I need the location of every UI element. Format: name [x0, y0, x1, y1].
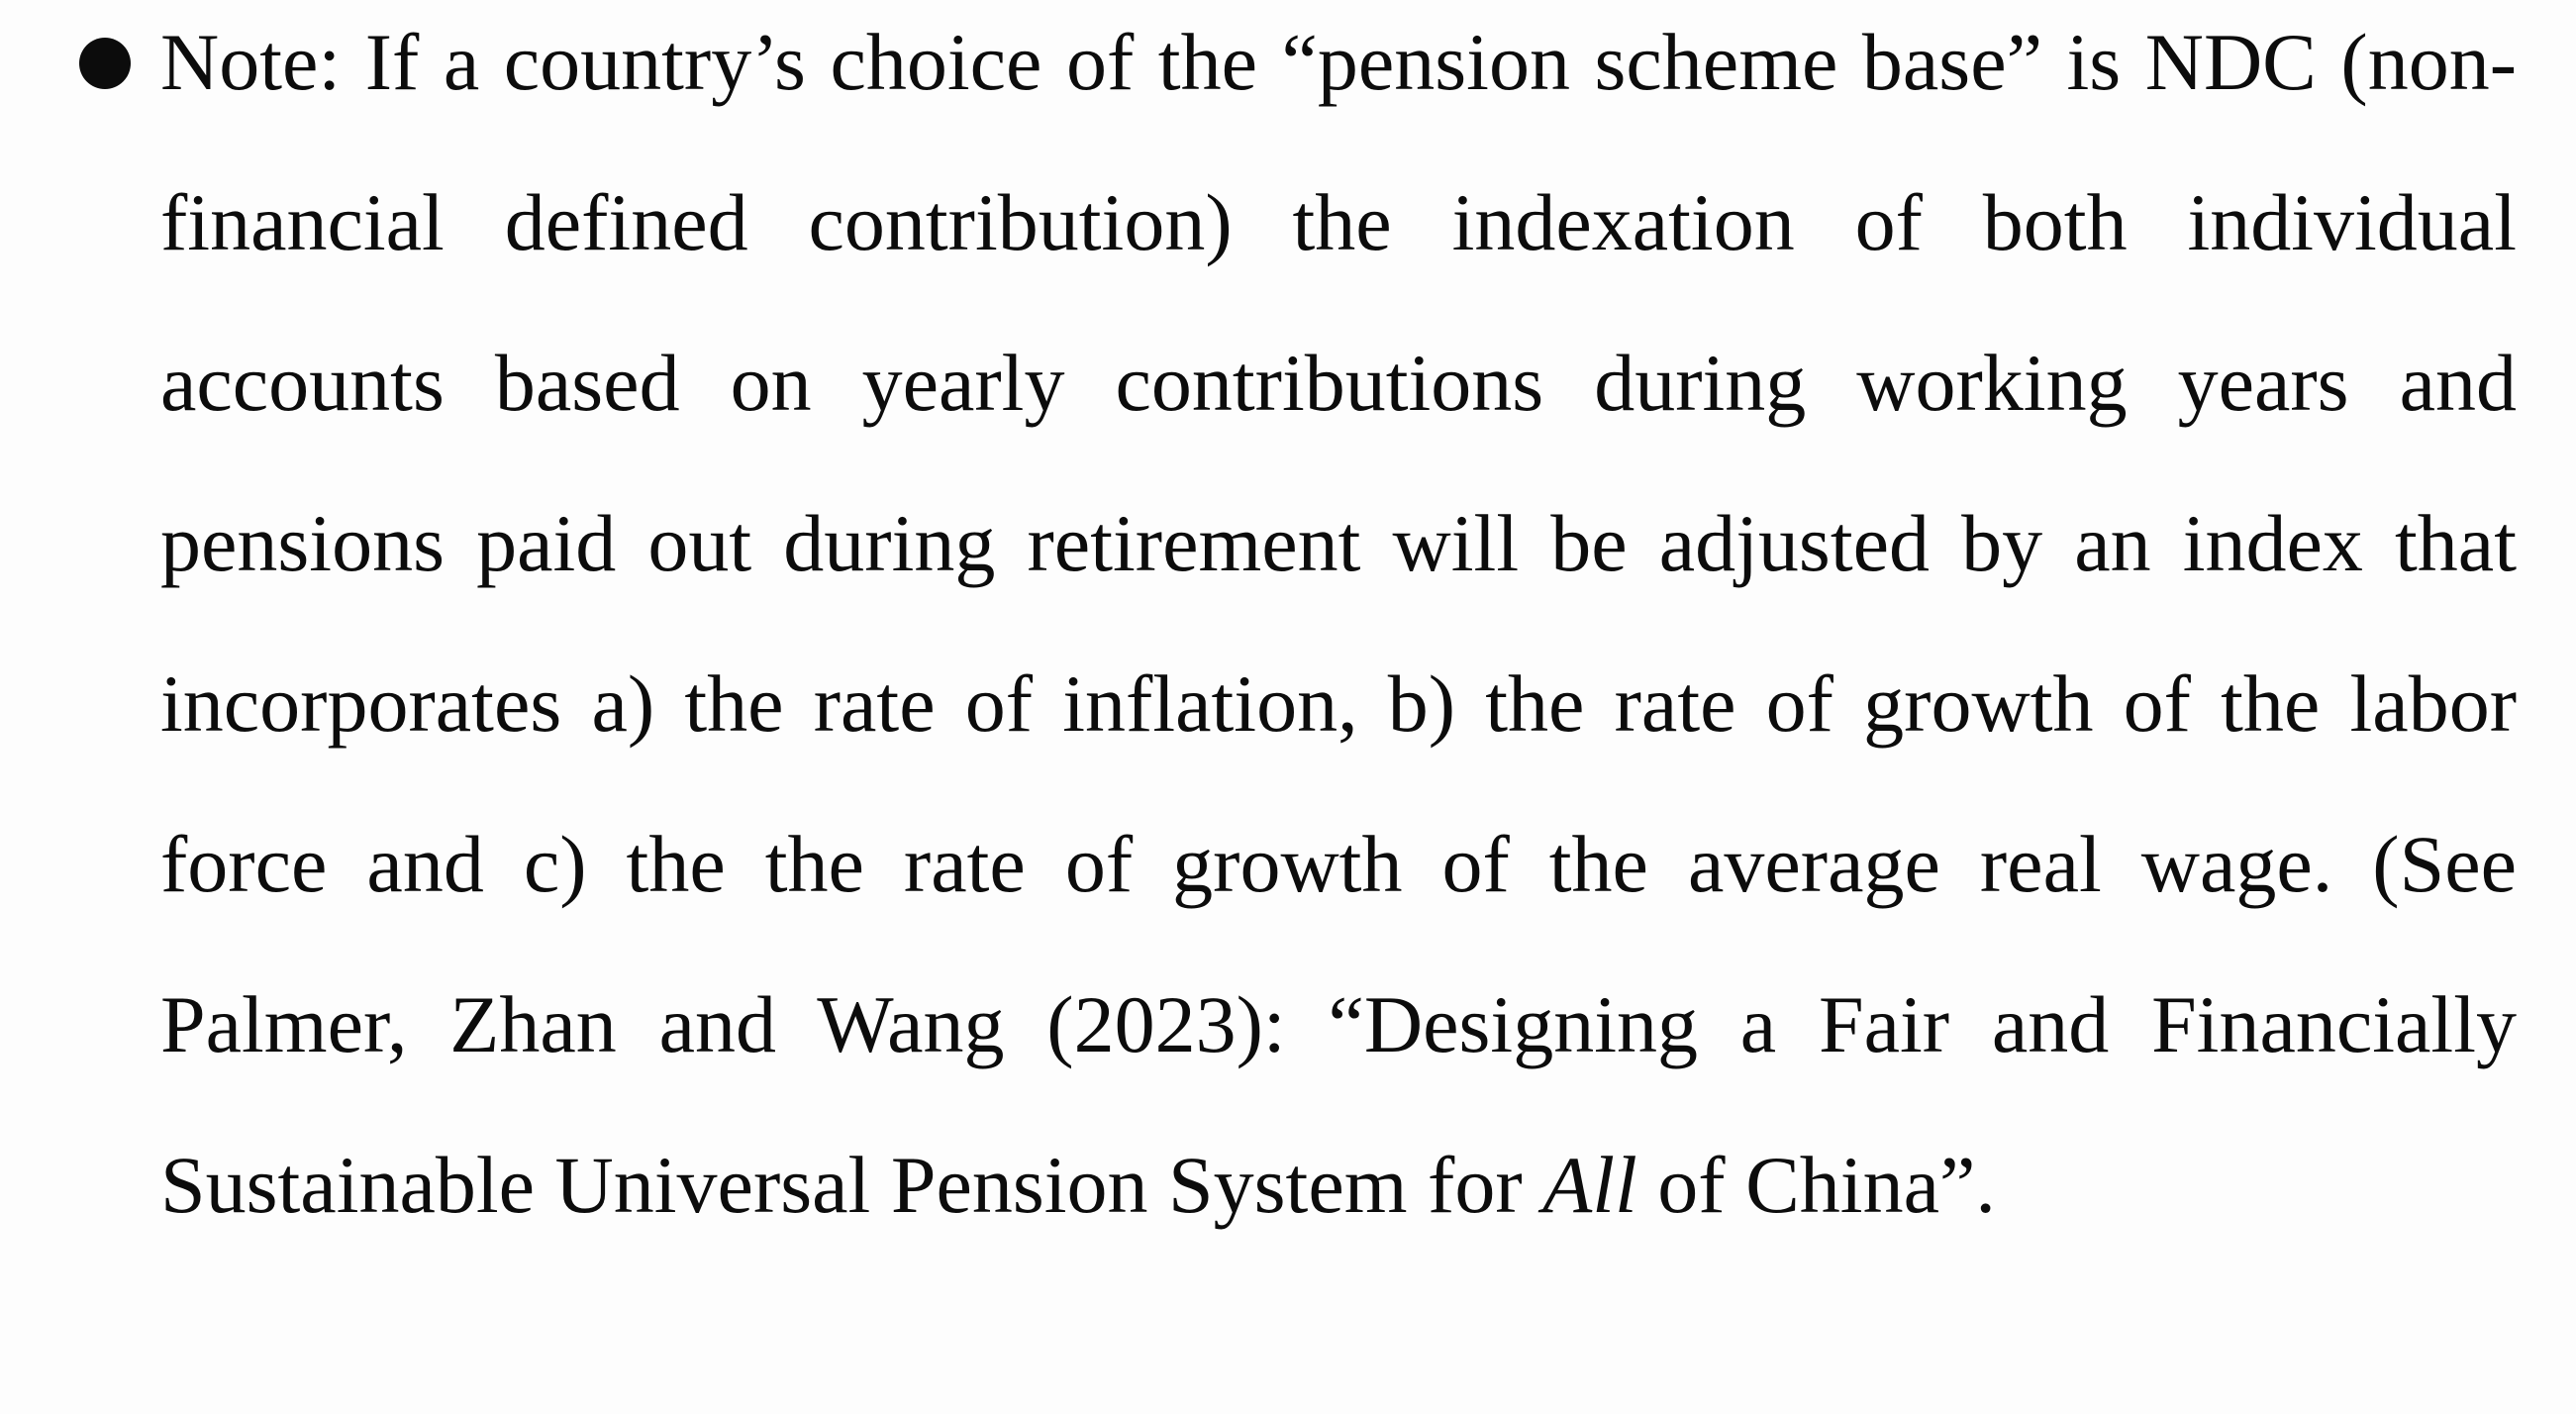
bullet-point-icon [79, 38, 131, 89]
note-text-part1: Note: If a country’s choice of the “pens… [160, 17, 2517, 1230]
note-text-part2: of China”. [1636, 1140, 1996, 1230]
note-paragraph: Note: If a country’s choice of the “pens… [160, 0, 2517, 1265]
note-emphasis-all: All [1542, 1140, 1637, 1230]
